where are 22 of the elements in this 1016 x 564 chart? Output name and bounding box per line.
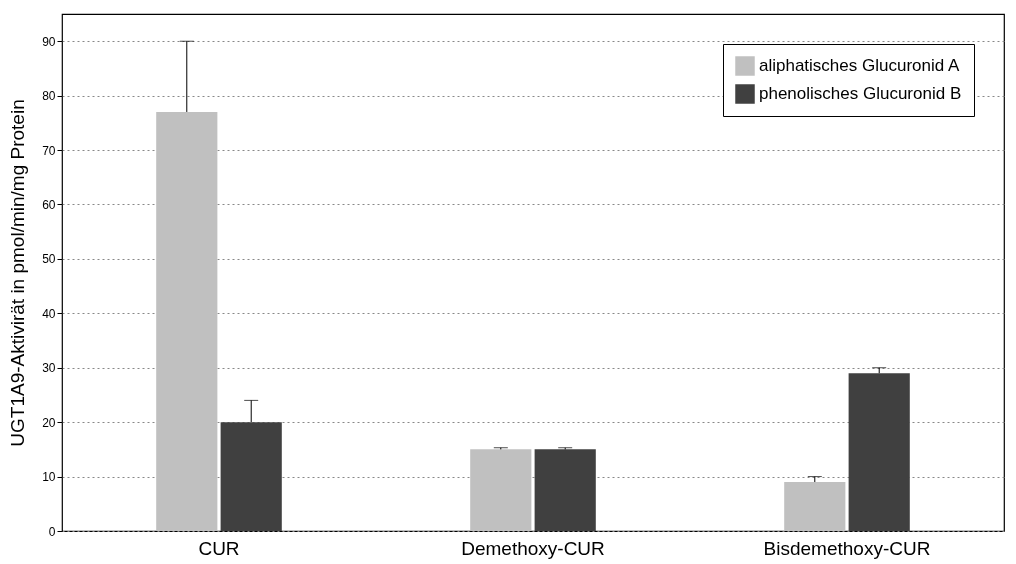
bar [784,482,846,531]
bar [848,373,910,531]
y-tick-label: 20 [42,415,56,430]
y-tick-label: 40 [42,306,56,321]
y-tick-label: 0 [48,524,56,539]
bar [470,449,532,531]
y-tick-label: 70 [42,143,56,158]
x-tick-label: Demethoxy-CUR [461,537,605,559]
x-tick-label: CUR [198,537,240,559]
x-tick-label: Bisdemethoxy-CUR [763,537,931,559]
y-tick-label: 50 [42,252,56,267]
y-tick-label: 80 [42,89,56,104]
bar [220,422,282,531]
y-tick-label: 60 [42,197,56,212]
legend-label: phenolisches Glucuronid B [759,84,962,103]
y-tick-label: 10 [42,470,56,485]
y-tick-label: 30 [42,361,56,376]
y-tick-label: 90 [42,34,56,49]
y-axis-title: UGT1A9-Aktivirät in pmol/min/mg Protein [7,99,29,447]
bar [156,111,218,531]
bar [534,449,596,531]
legend-label: aliphatisches Glucuronid A [759,56,960,75]
